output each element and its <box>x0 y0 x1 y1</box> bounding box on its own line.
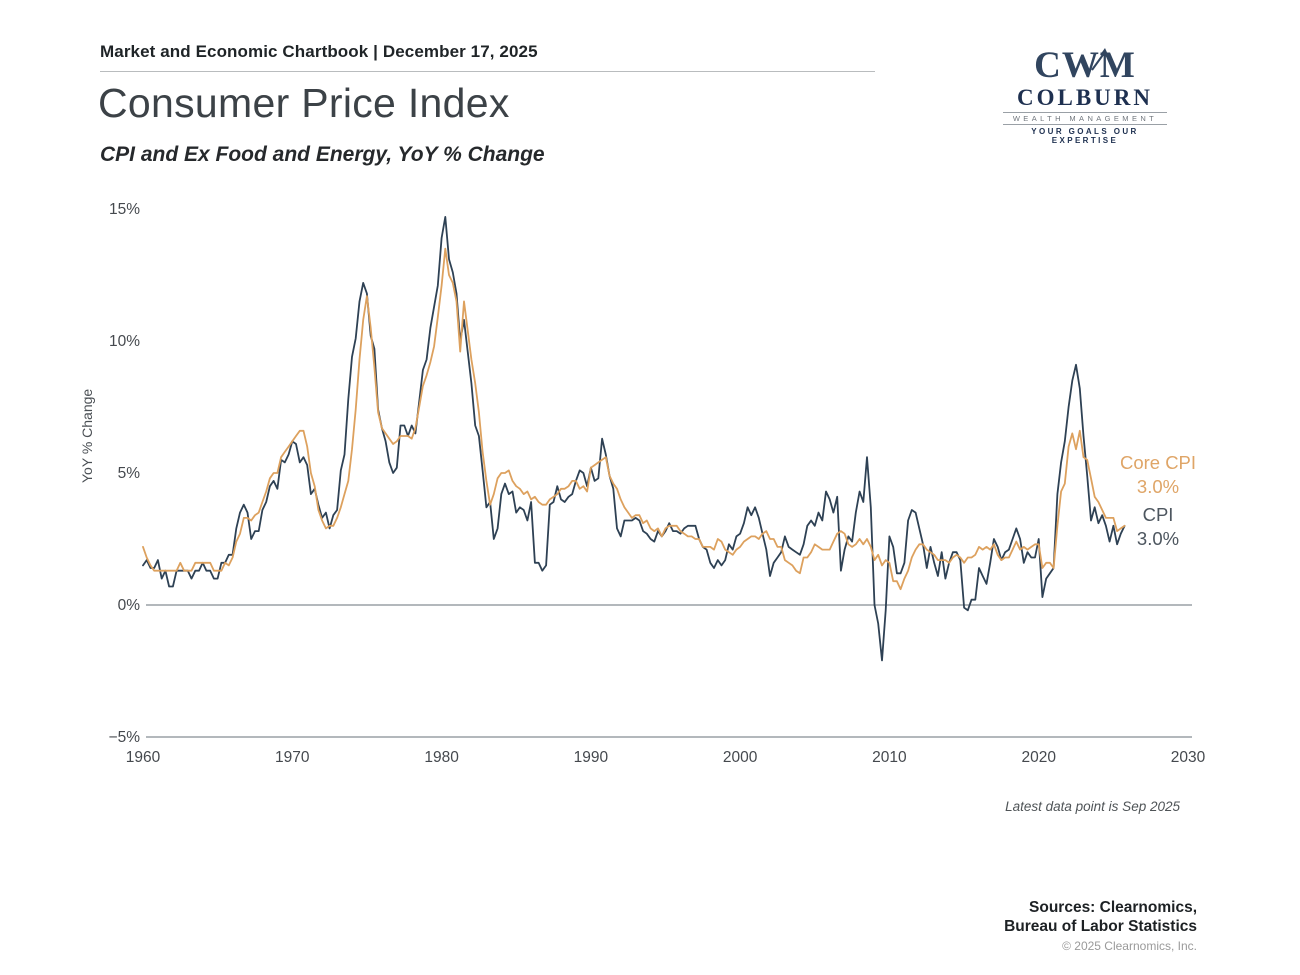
y-tick-0: 0% <box>118 597 141 614</box>
logo-monogram-text: CWM <box>1034 45 1136 86</box>
logo-monogram: CWM <box>1003 46 1167 86</box>
x-tick-2000: 2000 <box>723 749 758 766</box>
y-axis-title: YoY % Change <box>79 388 95 483</box>
logo-name: COLBURN <box>1016 85 1153 110</box>
x-tick-1970: 1970 <box>275 749 310 766</box>
x-tick-1960: 1960 <box>126 749 161 766</box>
sources-line1: Sources: Clearnomics, <box>1029 899 1197 916</box>
y-tick-10: 10% <box>109 333 140 350</box>
logo-tagline: YOUR GOALS OUR EXPERTISE <box>1031 127 1139 145</box>
page-subtitle: CPI and Ex Food and Energy, YoY % Change <box>100 143 545 166</box>
x-tick-1980: 1980 <box>424 749 459 766</box>
legend-core-cpi-label: Core CPI <box>1119 452 1197 473</box>
copyright: © 2025 Clearnomics, Inc. <box>1062 939 1197 953</box>
x-tick-1990: 1990 <box>574 749 609 766</box>
y-tick--5: −5% <box>109 729 141 746</box>
x-tick-2020: 2020 <box>1021 749 1056 766</box>
cwm-logo: CWM COLBURN WEALTH MANAGEMENT YOUR GOALS… <box>1003 46 1167 145</box>
y-tick-5: 5% <box>118 465 141 482</box>
chart-legend: Core CPI 3.0% CPI 3.0% <box>1108 451 1208 551</box>
x-tick-2030: 2030 <box>1171 749 1206 766</box>
page-title: Consumer Price Index <box>98 80 510 126</box>
logo-division: WEALTH MANAGEMENT <box>1003 112 1167 125</box>
legend-core-cpi-value: 3.0% <box>1136 476 1180 497</box>
legend-cpi-value: 3.0% <box>1136 528 1180 549</box>
sources-block: Sources: Clearnomics, Bureau of Labor St… <box>1004 898 1197 953</box>
latest-data-footnote: Latest data point is Sep 2025 <box>1005 799 1180 814</box>
logo-arrow-icon <box>1091 48 1109 71</box>
sources-line2: Bureau of Labor Statistics <box>1004 918 1197 935</box>
header-divider <box>100 71 875 72</box>
series-core-cpi <box>142 247 1126 591</box>
y-tick-15: 15% <box>109 201 140 218</box>
series-cpi <box>142 215 1126 662</box>
legend-cpi-label: CPI <box>1142 504 1174 525</box>
x-tick-2010: 2010 <box>872 749 907 766</box>
chartbook-header: Market and Economic Chartbook | December… <box>100 42 538 61</box>
